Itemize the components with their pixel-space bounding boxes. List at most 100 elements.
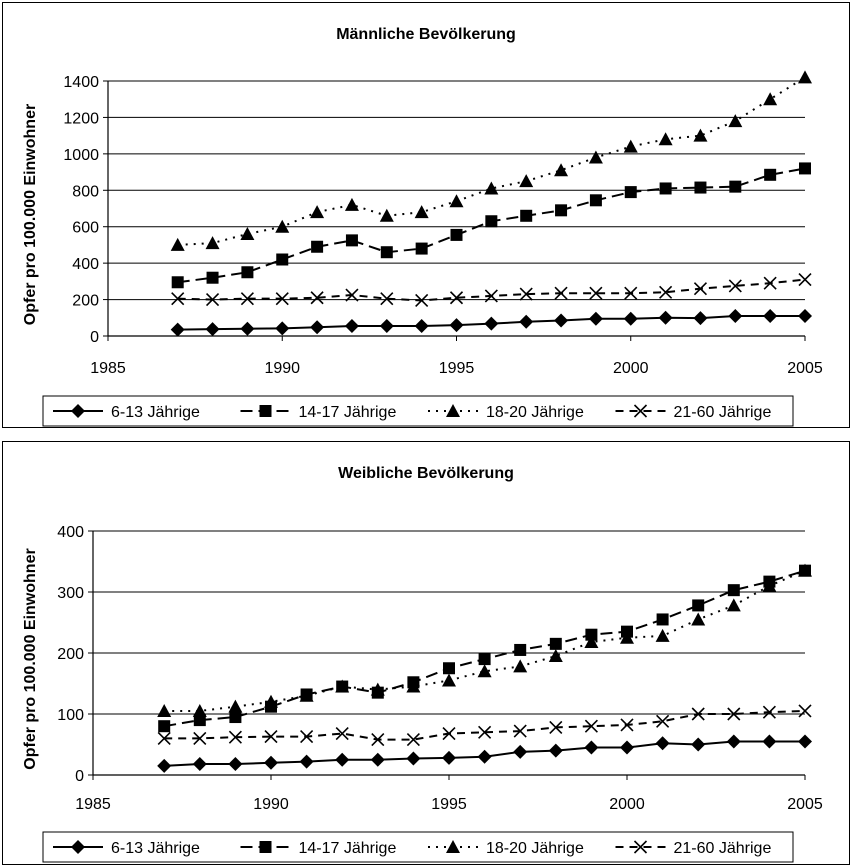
data-point — [585, 628, 598, 641]
data-point — [228, 699, 243, 713]
data-point — [624, 186, 637, 199]
data-point — [335, 679, 350, 693]
data-point — [299, 754, 314, 769]
legend-box — [42, 831, 794, 863]
y-tick-label: 0 — [75, 768, 84, 785]
data-point — [170, 322, 185, 337]
data-point — [170, 237, 185, 251]
data-point — [450, 228, 463, 241]
data-point — [478, 653, 491, 666]
y-tick-label: 1200 — [63, 110, 99, 127]
y-tick-label: 100 — [57, 707, 84, 724]
legend-marker — [71, 840, 85, 854]
y-tick-label: 300 — [57, 585, 84, 602]
data-point — [157, 731, 171, 745]
data-point — [549, 637, 562, 650]
data-point — [310, 320, 325, 335]
x-tick-label: 1990 — [264, 360, 300, 377]
data-point — [762, 578, 777, 592]
data-point — [762, 705, 776, 719]
data-point — [478, 725, 492, 739]
data-point — [415, 242, 428, 255]
data-point — [798, 734, 812, 749]
data-point — [762, 734, 777, 749]
series-6-13-j-hrige — [157, 734, 812, 773]
legend-marker — [633, 840, 648, 854]
data-point — [588, 311, 603, 326]
data-point — [798, 70, 812, 84]
male-chart-panel: Männliche Bevölkerung Opfer pro 100.000 E… — [2, 2, 850, 428]
data-point — [345, 234, 358, 247]
data-point — [798, 272, 812, 287]
data-point — [344, 318, 359, 333]
data-point — [477, 664, 492, 678]
legend-item: 6-13 Jährige — [53, 404, 200, 421]
data-point — [240, 292, 254, 306]
data-point — [659, 182, 672, 195]
series-21-60-j-hrige — [171, 272, 812, 308]
data-point — [799, 162, 811, 175]
data-point — [691, 612, 706, 626]
data-point — [264, 694, 278, 708]
data-point — [519, 174, 534, 188]
y-tick-label: 1400 — [63, 74, 99, 91]
data-point — [728, 279, 742, 293]
data-point — [380, 246, 393, 259]
data-point — [729, 180, 742, 193]
x-tick-label: 2005 — [787, 796, 823, 813]
legend-item: 6-13 Jährige — [53, 840, 200, 857]
data-point — [344, 197, 359, 211]
data-point — [414, 205, 429, 219]
legend-item: 21-60 Jährige — [615, 404, 772, 421]
data-point — [406, 679, 421, 693]
data-point — [241, 266, 254, 279]
y-tick-label: 200 — [72, 293, 99, 310]
data-point — [264, 755, 278, 770]
data-point — [623, 139, 638, 153]
data-point — [623, 311, 638, 326]
data-point — [624, 286, 638, 300]
data-point — [379, 208, 394, 222]
data-point — [310, 291, 324, 305]
data-point — [589, 286, 603, 300]
data-point — [584, 719, 598, 733]
data-point — [588, 150, 603, 164]
data-point — [449, 318, 464, 333]
data-point — [192, 703, 207, 717]
data-point — [798, 308, 812, 323]
legend-label: 18-20 Jährige — [486, 840, 584, 857]
x-tick-label: 1985 — [90, 360, 126, 377]
data-point — [228, 757, 243, 772]
data-point — [656, 613, 669, 626]
data-point — [548, 649, 563, 663]
series-line — [177, 278, 806, 302]
data-point — [205, 236, 220, 250]
data-point — [406, 751, 421, 766]
data-point — [370, 752, 385, 767]
data-point — [206, 271, 219, 284]
series-18-20-j-hrige — [170, 70, 812, 251]
y-axis-label: Opfer pro 100.000 Einwohner — [22, 104, 39, 325]
data-point — [484, 181, 499, 195]
data-point — [548, 743, 563, 758]
data-point — [275, 292, 289, 306]
data-point — [513, 744, 528, 759]
legend-box — [42, 395, 794, 427]
data-point — [379, 318, 394, 333]
data-point — [514, 643, 527, 656]
data-point — [691, 707, 705, 721]
data-point — [193, 714, 206, 727]
legend-label: 21-60 Jährige — [674, 404, 772, 421]
legend-item: 14-17 Jährige — [240, 404, 396, 421]
data-point — [275, 219, 290, 233]
female-chart-panel: Weibliche Bevölkerung Opfer pro 100.000 E… — [2, 441, 850, 865]
legend-item: 18-20 Jährige — [428, 840, 584, 857]
legend-marker — [259, 405, 272, 417]
legend-label: 6-13 Jährige — [111, 840, 200, 857]
data-point — [728, 308, 743, 323]
data-point — [658, 310, 673, 325]
data-point — [370, 682, 385, 696]
data-point — [655, 628, 670, 642]
data-point — [513, 659, 528, 673]
legend-item: 18-20 Jährige — [428, 404, 584, 421]
